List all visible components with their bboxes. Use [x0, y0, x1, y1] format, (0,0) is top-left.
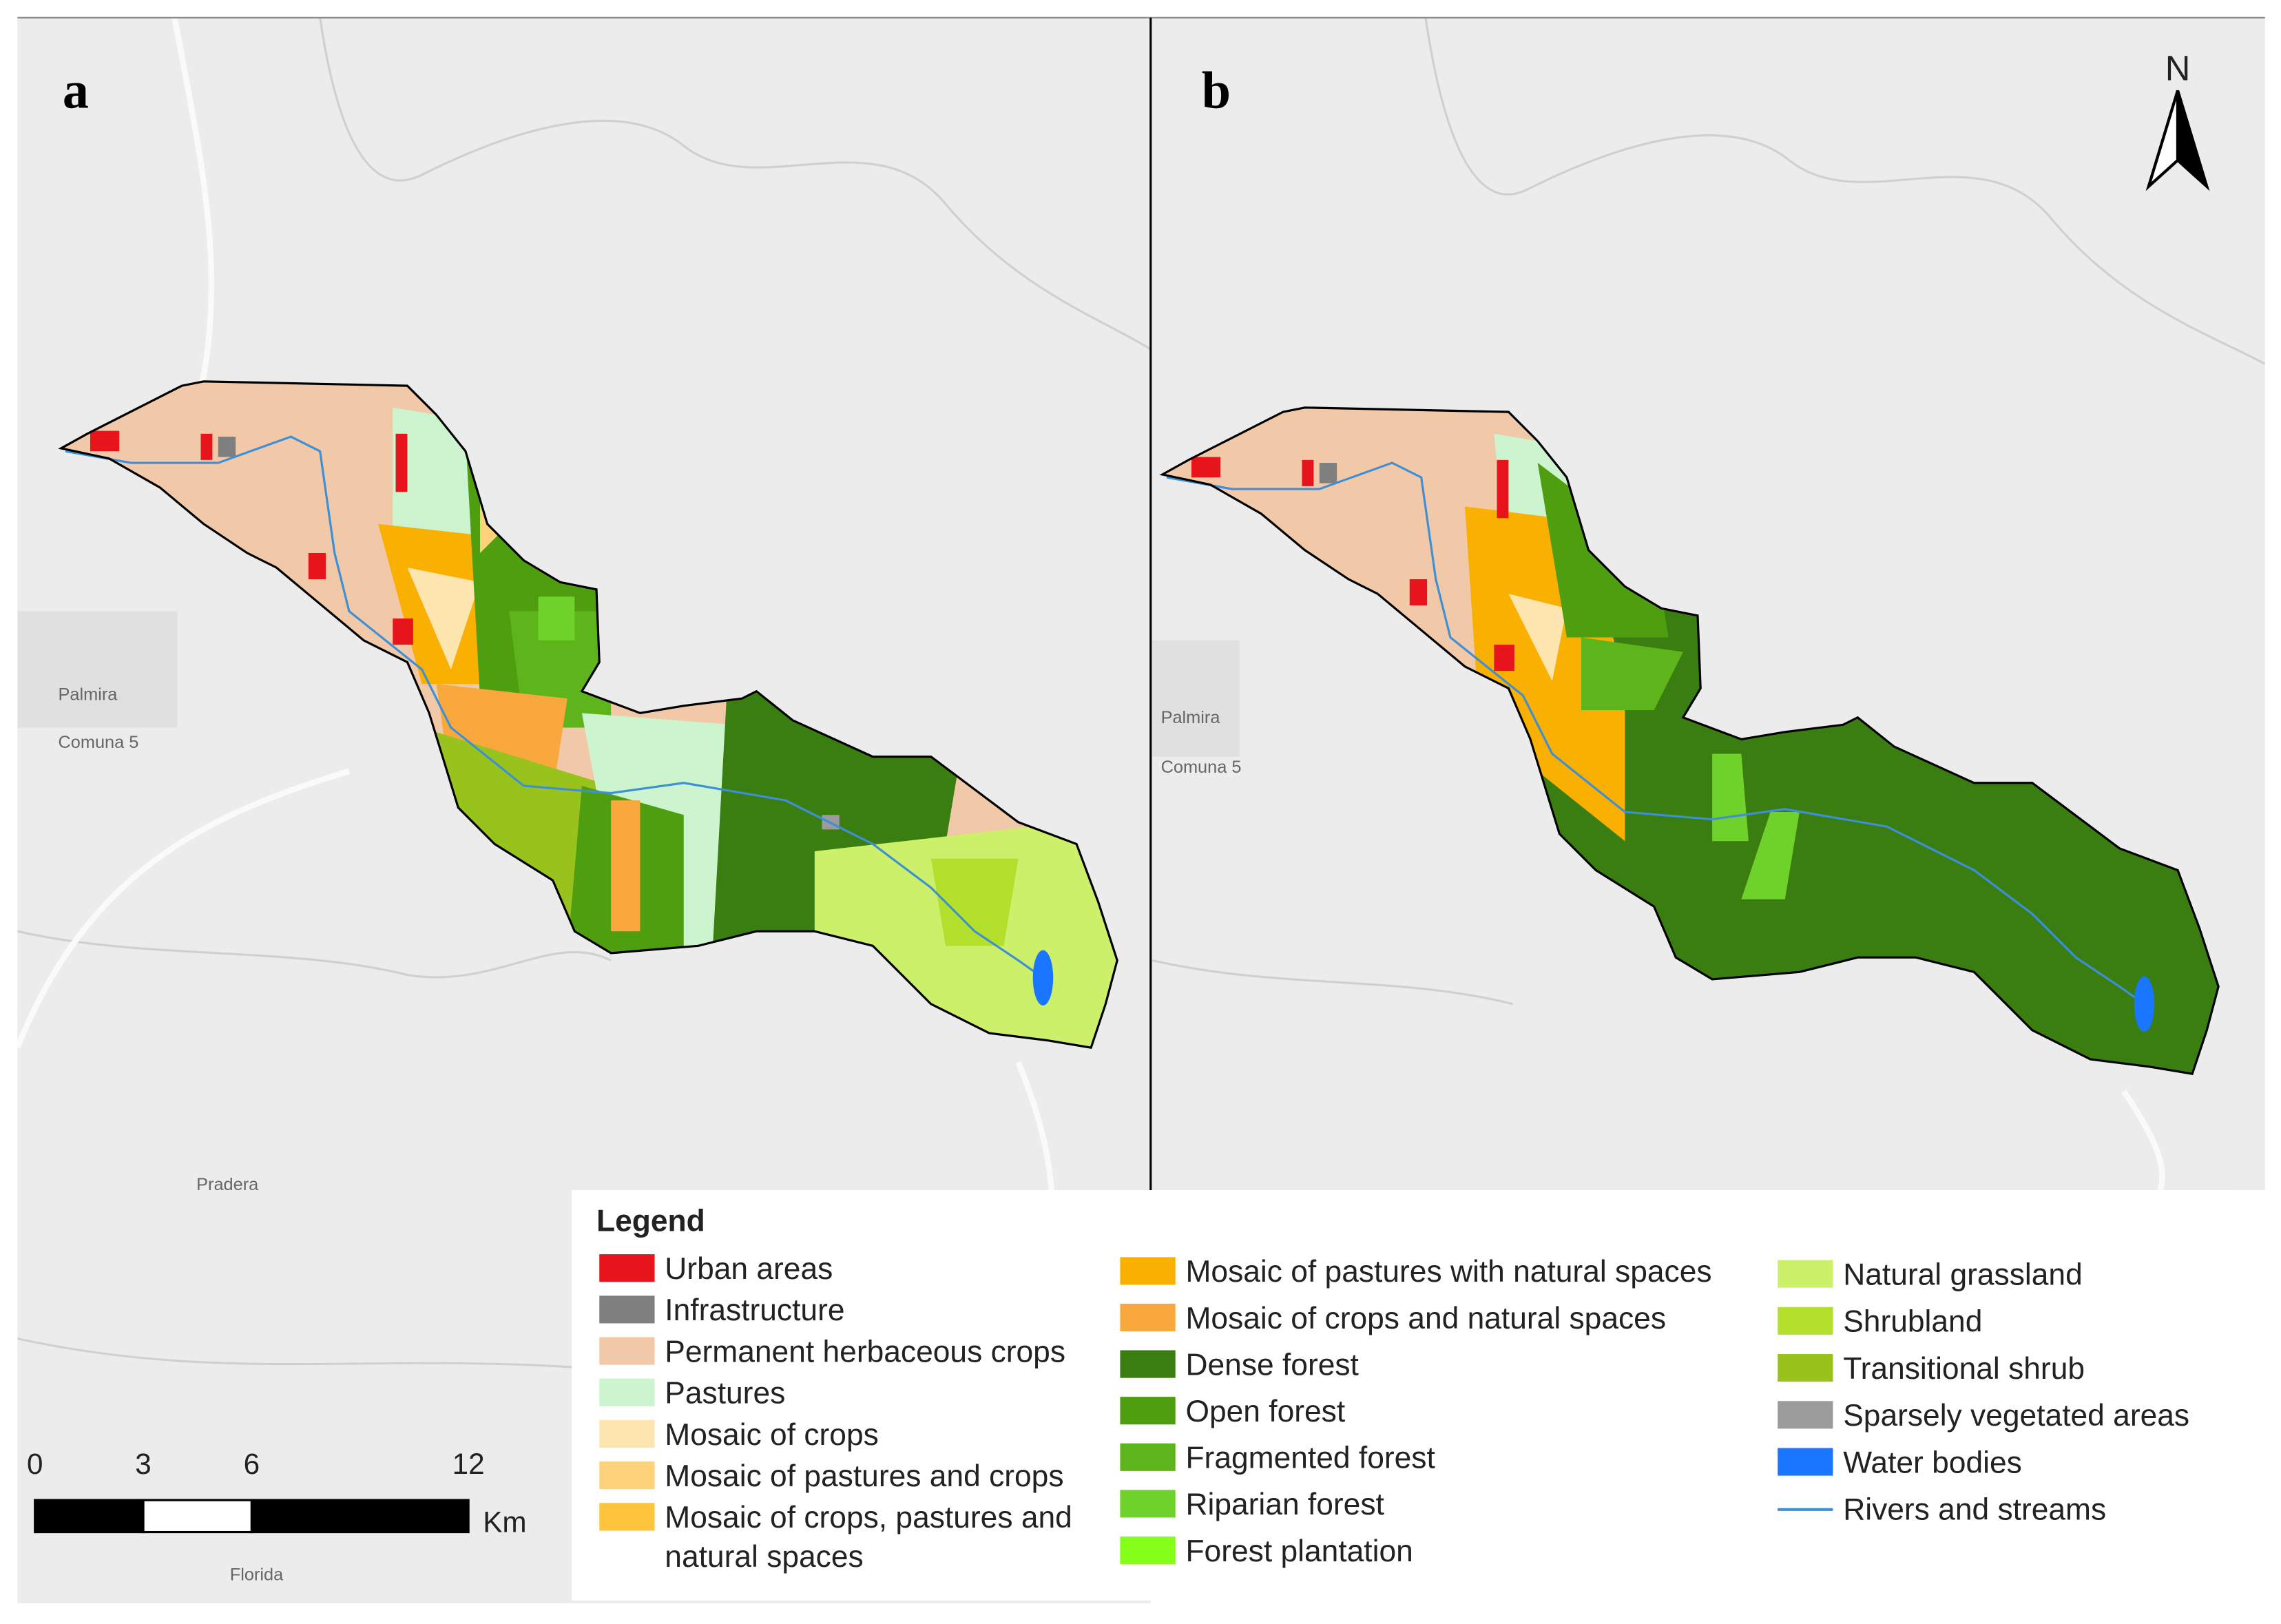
place-name: Florida [230, 1565, 284, 1584]
legend-swatch [1120, 1257, 1176, 1285]
scale-segment [142, 1499, 253, 1534]
legend-label: Mosaic of crops and natural spaces [1185, 1302, 1666, 1335]
panel-label: b [1202, 62, 1231, 120]
legend-swatch [1120, 1490, 1176, 1518]
scale-tick-label: 3 [135, 1448, 151, 1480]
scale-unit: Km [483, 1506, 526, 1539]
river [65, 435, 1044, 979]
legend-swatch [599, 1254, 655, 1282]
legend-label: Rivers and streams [1843, 1493, 2106, 1527]
panel-a-basemap [17, 17, 1151, 1369]
land-cover-patch [90, 430, 120, 452]
legend-label: Mosaic of pastures with natural spaces [1185, 1255, 1711, 1289]
land-cover-patch [930, 858, 1019, 946]
legend-label: Dense forest [1185, 1348, 1358, 1382]
land-cover-patch [1319, 463, 1337, 483]
place-name: Comuna 5 [58, 733, 138, 752]
land-cover-patch [1581, 637, 1683, 711]
legend-title: Legend [596, 1204, 705, 1238]
legend-swatch [1778, 1401, 1833, 1429]
panel-label: a [63, 62, 89, 120]
legend-swatch [599, 1503, 655, 1531]
land-cover-patch [538, 596, 575, 641]
land-cover-patch [218, 437, 236, 457]
scale-tick-label: 6 [244, 1448, 260, 1480]
land-cover-patch [308, 553, 326, 580]
water-body [2134, 976, 2155, 1032]
land-cover-patch [1712, 753, 1749, 842]
legend-label: Permanent herbaceous crops [665, 1335, 1065, 1368]
legend-swatch [599, 1337, 655, 1365]
legend-label: Transitional shrub [1843, 1352, 2085, 1386]
water-body [1032, 950, 1054, 1006]
north-arrow [2176, 90, 2210, 191]
scale-segment [34, 1499, 145, 1534]
legend-label: Shrubland [1843, 1305, 1982, 1339]
catchment-outline [58, 380, 1118, 1049]
land-cover-patch [611, 800, 640, 932]
land-cover-patch [1494, 645, 1514, 672]
land-cover-patch [1302, 459, 1314, 486]
land-cover-patch [1741, 812, 1800, 899]
legend-label: Mosaic of pastures and crops [665, 1459, 1063, 1493]
place-name: Pradera [196, 1175, 259, 1194]
legend-swatch [1120, 1443, 1176, 1471]
scale-tick-label: 12 [452, 1448, 485, 1480]
land-cover-patch [407, 568, 481, 669]
legend-label: Water bodies [1843, 1446, 2022, 1479]
legend-swatch [599, 1419, 655, 1448]
land-cover-patch [1191, 457, 1221, 478]
legend-swatch [1778, 1260, 1833, 1288]
land-cover-patch [1497, 459, 1509, 519]
legend-label: natural spaces [665, 1540, 863, 1574]
land-cover-patch [1508, 594, 1567, 681]
catchment-outline [1159, 406, 2220, 1075]
legend-label: Sparsely vegetated areas [1843, 1399, 2189, 1433]
land-cover-patch [395, 433, 408, 492]
legend: Urban areas Infrastructure Permanent herba… [599, 1252, 2189, 1574]
legend-label: Forest plantation [1185, 1534, 1413, 1568]
legend-swatch [1120, 1350, 1176, 1378]
legend-box [572, 1190, 2238, 1601]
legend-swatch [1778, 1448, 1833, 1476]
legend-swatch [1120, 1303, 1176, 1332]
legend-swatch [1778, 1307, 1833, 1335]
legend-swatch [1120, 1536, 1176, 1565]
legend-label: Fragmented forest [1185, 1441, 1435, 1475]
place-name: Comuna 5 [1161, 758, 1242, 777]
legend-label: Mosaic of crops [665, 1418, 879, 1452]
scale-segment [250, 1499, 470, 1534]
legend-swatch [599, 1461, 655, 1490]
land-cover-patch [393, 618, 413, 645]
panel-b-basemap [1152, 17, 2265, 1191]
river [1166, 461, 2145, 1006]
legend-label: Infrastructure [665, 1293, 844, 1327]
place-name: Palmira [1161, 708, 1221, 727]
place-name: Palmira [58, 685, 118, 704]
legend-swatch [1120, 1397, 1176, 1425]
legend-label: Natural grassland [1843, 1258, 2083, 1291]
legend-swatch [1778, 1354, 1833, 1382]
legend-label: Urban areas [665, 1252, 833, 1286]
scale-bar: 0 3 6 12 Km [27, 1448, 527, 1538]
land-cover-patch [1409, 579, 1428, 606]
north-label: N [2165, 49, 2191, 88]
legend-swatch [599, 1378, 655, 1406]
legend-label: Mosaic of crops, pastures and [665, 1501, 1072, 1534]
legend-label: Riparian forest [1185, 1488, 1384, 1521]
scale-tick-label: 0 [27, 1448, 43, 1480]
land-cover-patch [421, 727, 612, 961]
legend-swatch [599, 1295, 655, 1324]
legend-label: Pastures [665, 1377, 785, 1410]
land-cover-patch [200, 433, 213, 460]
legend-label: Open forest [1185, 1395, 1345, 1428]
